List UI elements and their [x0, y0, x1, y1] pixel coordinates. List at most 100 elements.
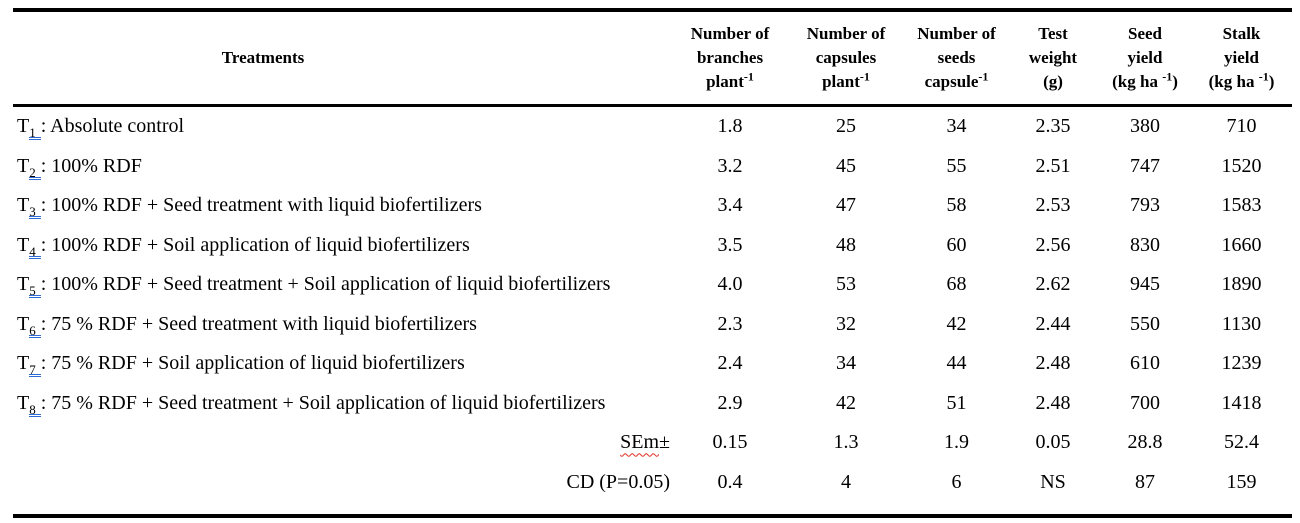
treatment-subscript: 6: [29, 322, 36, 338]
value-test-weight: 2.48: [1035, 391, 1071, 414]
stat-value-seeds: 1.9: [944, 431, 969, 454]
value-seeds: 68: [946, 273, 967, 296]
grammar-underline: 1: [29, 115, 41, 141]
value-seed-yield: 380: [1130, 115, 1160, 138]
treatment-row-4: T4 : 100% RDF + Soil application of liqu…: [13, 226, 1292, 266]
stat-label: SEm±: [620, 431, 670, 454]
stat-label: CD (P=0.05): [566, 470, 670, 493]
grammar-underline: 5: [29, 273, 41, 299]
value-capsules: 34: [836, 352, 856, 375]
value-capsules: 32: [836, 312, 856, 335]
grammar-underline: 8: [29, 391, 41, 417]
stat-row: SEm± 0.15 1.3 1.9 0.05 28.8 52.4: [13, 423, 1292, 463]
stat-value-branches: 0.15: [712, 431, 748, 454]
treatment-subscript: 5: [29, 283, 36, 299]
superscript: -1: [978, 69, 989, 84]
stat-value-capsules: 4: [841, 470, 851, 493]
value-seeds: 60: [946, 233, 967, 256]
value-seed-yield: 793: [1130, 194, 1160, 217]
grammar-underline: 7: [29, 352, 41, 378]
spellcheck-underline: SEm: [620, 431, 660, 454]
value-stalk-yield: 1660: [1221, 233, 1262, 256]
stat-value-capsules: 1.3: [833, 431, 859, 454]
value-stalk-yield: 1239: [1221, 352, 1262, 375]
grammar-underline: 4: [29, 233, 41, 259]
value-test-weight: 2.56: [1035, 233, 1071, 256]
value-seeds: 44: [946, 352, 967, 375]
col-header-branches: Number of branches plant-1: [690, 23, 770, 92]
value-branches: 4.0: [717, 273, 743, 296]
treatments-results-table: Treatments Number of branches plant-1 Number…: [13, 8, 1292, 518]
treatment-label: T1 : Absolute control: [17, 115, 185, 141]
value-test-weight: 2.44: [1035, 312, 1071, 335]
value-seeds: 55: [946, 154, 967, 177]
treatment-row-2: T2 : 100% RDF 3.2 45 55 2.51 747 1520: [13, 147, 1292, 187]
value-test-weight: 2.62: [1035, 273, 1071, 296]
grammar-underline: 6: [29, 312, 41, 338]
treatment-subscript: 2: [29, 164, 36, 180]
stat-value-seed-yield: 87: [1135, 470, 1155, 493]
value-seed-yield: 945: [1130, 273, 1160, 296]
value-branches: 1.8: [717, 115, 743, 138]
superscript: -1: [859, 69, 870, 84]
treatment-row-7: T7 : 75 % RDF + Soil application of liqu…: [13, 344, 1292, 384]
value-stalk-yield: 1520: [1221, 154, 1262, 177]
value-capsules: 53: [836, 273, 856, 296]
table-header: Treatments Number of branches plant-1 Number…: [13, 10, 1292, 106]
value-seeds: 34: [946, 115, 967, 138]
value-seed-yield: 610: [1130, 352, 1160, 375]
col-header-treatments: Treatments: [221, 47, 305, 67]
superscript: -1: [1162, 69, 1173, 84]
treatment-subscript: 8: [29, 401, 36, 417]
treatment-row-8: T8 : 75 % RDF + Seed treatment + Soil ap…: [13, 384, 1292, 424]
treatment-row-6: T6 : 75 % RDF + Seed treatment with liqu…: [13, 305, 1292, 345]
value-stalk-yield: 1583: [1221, 194, 1262, 217]
value-test-weight: 2.48: [1035, 352, 1071, 375]
treatment-row-5: T5 : 100% RDF + Seed treatment + Soil ap…: [13, 265, 1292, 305]
treatment-label: T5 : 100% RDF + Seed treatment + Soil ap…: [17, 273, 611, 299]
superscript: -1: [1258, 69, 1269, 84]
value-branches: 2.9: [717, 391, 743, 414]
value-test-weight: 2.51: [1035, 154, 1071, 177]
stat-value-test-weight: 0.05: [1035, 431, 1071, 454]
treatment-subscript: 3: [29, 204, 36, 220]
col-header-test-weight: Test weight (g): [1028, 23, 1078, 92]
table-body: T1 : Absolute control 1.8 25 34 2.35 380 710 T2…: [13, 106, 1292, 517]
treatment-subscript: 1: [29, 125, 36, 141]
value-capsules: 42: [836, 391, 856, 414]
treatment-label: T8 : 75 % RDF + Seed treatment + Soil ap…: [17, 391, 606, 417]
value-capsules: 45: [836, 154, 856, 177]
stat-value-test-weight: NS: [1040, 470, 1066, 493]
value-seed-yield: 830: [1130, 233, 1160, 256]
grammar-underline: 2: [29, 154, 41, 180]
value-stalk-yield: 1890: [1221, 273, 1262, 296]
col-header-stalk-yield: Stalk yield (kg ha -1): [1208, 23, 1275, 92]
stat-value-seed-yield: 28.8: [1127, 431, 1163, 454]
treatment-row-3: T3 : 100% RDF + Seed treatment with liqu…: [13, 186, 1292, 226]
value-seed-yield: 550: [1130, 312, 1160, 335]
value-seeds: 51: [946, 391, 967, 414]
value-capsules: 48: [836, 233, 856, 256]
value-stalk-yield: 1130: [1221, 312, 1262, 335]
value-capsules: 47: [836, 194, 856, 217]
treatment-subscript: 7: [29, 362, 36, 378]
stat-value-branches: 0.4: [717, 470, 743, 493]
value-branches: 3.4: [717, 194, 743, 217]
stat-row: CD (P=0.05) 0.4 4 6 NS 87 159: [13, 463, 1292, 517]
value-branches: 3.5: [717, 233, 743, 256]
treatment-label: T4 : 100% RDF + Soil application of liqu…: [17, 233, 470, 259]
treatment-row-1: T1 : Absolute control 1.8 25 34 2.35 380 710: [13, 106, 1292, 147]
treatment-subscript: 4: [29, 243, 36, 259]
value-seeds: 42: [946, 312, 967, 335]
value-stalk-yield: 710: [1226, 115, 1257, 138]
treatment-label: T7 : 75 % RDF + Soil application of liqu…: [17, 352, 465, 378]
col-header-seed-yield: Seed yield (kg ha -1): [1112, 23, 1178, 92]
value-branches: 2.3: [717, 312, 743, 335]
stat-value-seeds: 6: [951, 470, 962, 493]
grammar-underline: 3: [29, 194, 41, 220]
value-test-weight: 2.53: [1035, 194, 1071, 217]
value-seed-yield: 747: [1130, 154, 1160, 177]
value-branches: 3.2: [717, 154, 743, 177]
value-test-weight: 2.35: [1035, 115, 1071, 138]
